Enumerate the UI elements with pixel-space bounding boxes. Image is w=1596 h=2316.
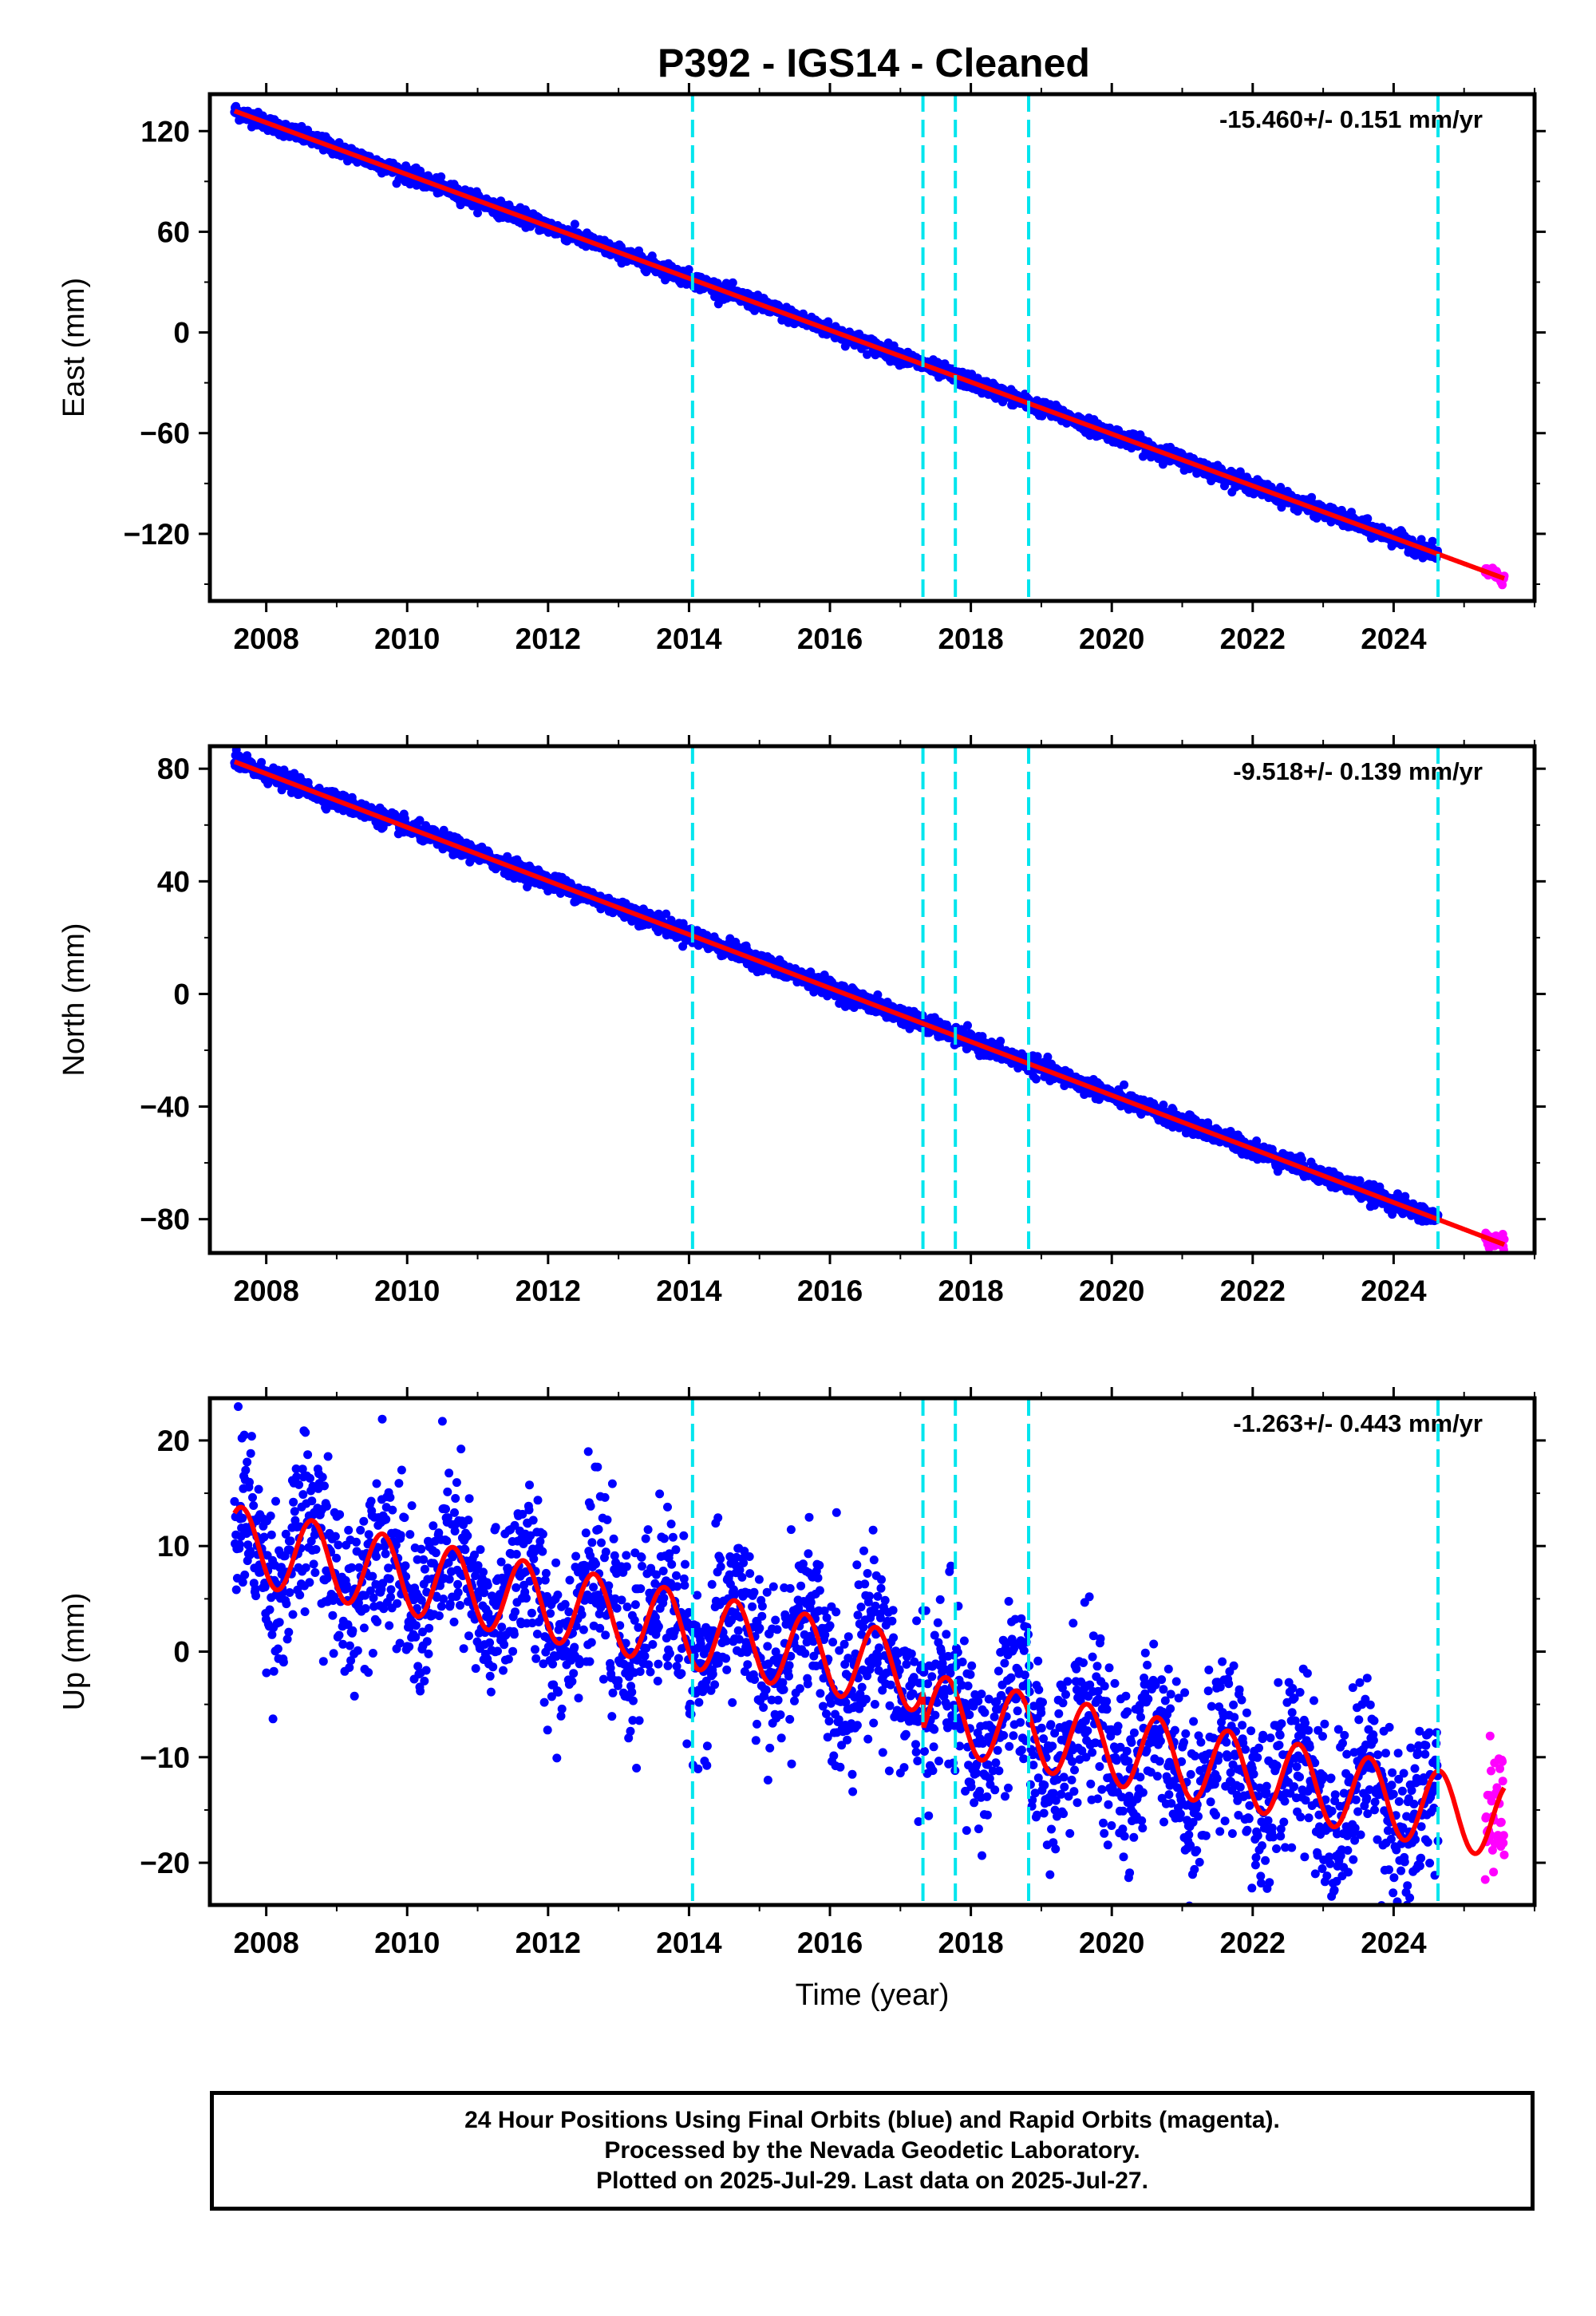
y-tick-label: 60 <box>157 215 190 248</box>
figure-title: P392 - IGS14 - Cleaned <box>658 41 1090 85</box>
final-point <box>963 1021 972 1030</box>
model-curve-east <box>233 109 1505 581</box>
final-point <box>996 1037 1005 1045</box>
final-point <box>1307 492 1317 502</box>
final-point <box>662 909 671 919</box>
x-tick-label: 2018 <box>938 622 1003 655</box>
y-tick-label: 120 <box>140 115 190 148</box>
final-point <box>684 265 693 275</box>
final-point <box>978 1032 987 1041</box>
y-tick-label: −120 <box>124 518 190 551</box>
final-point <box>1043 1052 1053 1061</box>
final-point <box>473 208 482 218</box>
x-tick-label: 2010 <box>374 622 440 655</box>
plot-area-east <box>230 94 1509 601</box>
final-point <box>1363 514 1373 524</box>
y-tick-label: −60 <box>140 417 190 450</box>
x-tick-label: 2014 <box>656 622 722 655</box>
final-point <box>863 350 872 359</box>
x-tick-label: 2008 <box>233 622 298 655</box>
y-tick-label: 0 <box>173 317 190 350</box>
x-tick-label: 2016 <box>797 622 863 655</box>
final-point <box>1120 1080 1129 1089</box>
rate-annotation-east: -15.460+/- 0.151 mm/yr <box>1219 105 1483 133</box>
y-axis-label-east: East (mm) <box>57 278 91 417</box>
plot-area-north <box>230 746 1509 1253</box>
final-point <box>1033 1052 1042 1061</box>
x-tick-label: 2024 <box>1361 622 1427 655</box>
x-tick-label: 2022 <box>1220 622 1286 655</box>
panels: 120 60 0 −60 −120 2008 2010 2012 2014 2016 2018 202… <box>57 83 1546 2012</box>
final-point <box>415 816 425 825</box>
final-point <box>873 990 883 999</box>
final-point <box>570 219 579 229</box>
final-point <box>728 278 737 287</box>
final-point <box>437 172 446 181</box>
x-tick-label: 2020 <box>1079 622 1144 655</box>
panel-east: 120 60 0 −60 −120 2008 2010 2012 2014 2016 2018 202… <box>57 83 1546 655</box>
final-point <box>257 757 267 767</box>
final-point <box>503 852 512 861</box>
final-point <box>1031 1074 1041 1084</box>
final-point <box>1428 536 1437 546</box>
final-point <box>1159 1101 1168 1109</box>
x-tick-label: 2012 <box>516 622 581 655</box>
plot-frame-east <box>207 92 1537 603</box>
